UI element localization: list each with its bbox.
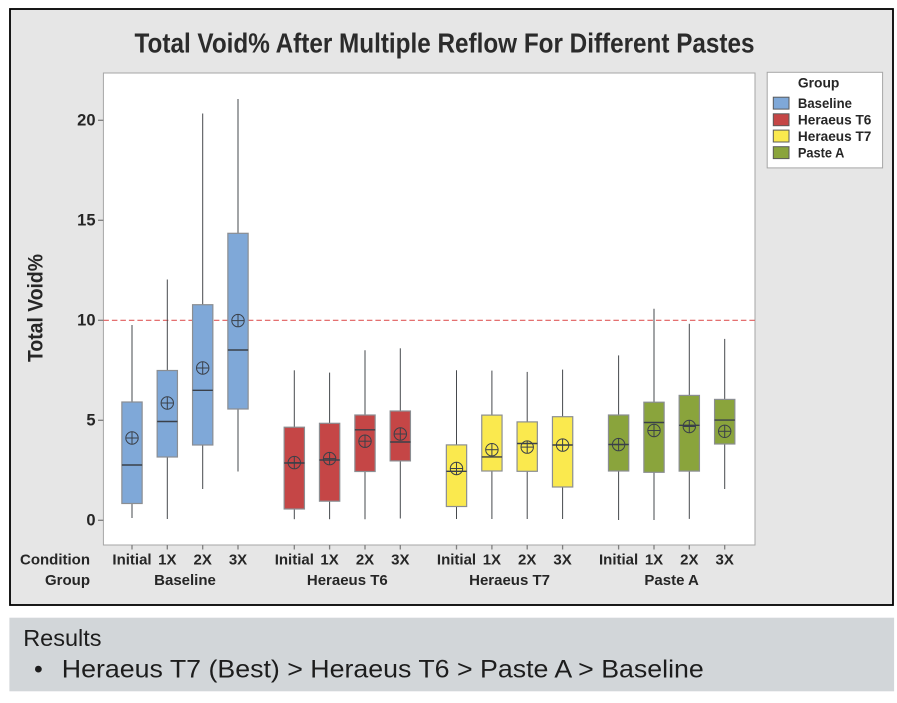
svg-text:2X: 2X	[356, 552, 374, 569]
svg-text:Initial: Initial	[275, 552, 314, 569]
svg-text:Heraeus T6: Heraeus T6	[307, 572, 388, 589]
svg-text:3X: 3X	[553, 552, 571, 569]
svg-text:Paste A: Paste A	[798, 144, 845, 160]
svg-text:3X: 3X	[716, 552, 734, 569]
svg-text:1X: 1X	[158, 552, 176, 569]
svg-text:Results: Results	[23, 625, 101, 651]
svg-text:10: 10	[77, 312, 95, 330]
svg-text:1X: 1X	[320, 552, 338, 569]
svg-text:Initial: Initial	[437, 552, 476, 569]
svg-text:Baseline: Baseline	[798, 95, 852, 111]
svg-text:2X: 2X	[194, 552, 212, 569]
svg-text:5: 5	[86, 412, 95, 430]
svg-text:3X: 3X	[229, 552, 247, 569]
svg-text:Heraeus T7: Heraeus T7	[798, 128, 872, 144]
svg-text:1X: 1X	[645, 552, 663, 569]
svg-text:Initial: Initial	[112, 552, 151, 569]
svg-text:Group: Group	[45, 572, 90, 589]
svg-text:Total Void%: Total Void%	[25, 254, 48, 362]
svg-text:Heraeus T7: Heraeus T7	[469, 572, 550, 589]
svg-text:Condition: Condition	[20, 552, 90, 569]
svg-text:Baseline: Baseline	[154, 572, 216, 589]
svg-text:Paste A: Paste A	[644, 572, 699, 589]
svg-text:2X: 2X	[680, 552, 698, 569]
svg-text:Heraeus T7 (Best) > Heraeus T6: Heraeus T7 (Best) > Heraeus T6 > Paste A…	[62, 656, 704, 684]
svg-text:20: 20	[77, 112, 95, 130]
svg-text:1X: 1X	[483, 552, 501, 569]
svg-text:Group: Group	[798, 75, 840, 91]
svg-text:0: 0	[86, 512, 95, 530]
svg-text:2X: 2X	[518, 552, 536, 569]
svg-text:3X: 3X	[391, 552, 409, 569]
svg-text:Initial: Initial	[599, 552, 638, 569]
svg-text:15: 15	[77, 212, 95, 230]
svg-text:Heraeus T6: Heraeus T6	[798, 112, 872, 128]
svg-text:•: •	[34, 656, 43, 684]
svg-text:Total Void% After Multiple Ref: Total Void% After Multiple Reflow For Di…	[135, 28, 755, 59]
